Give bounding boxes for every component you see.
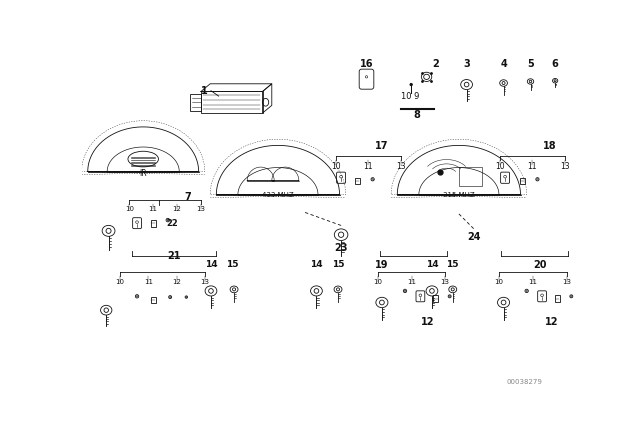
Text: 10: 10 (331, 162, 340, 171)
Text: 22: 22 (166, 219, 179, 228)
Text: 14: 14 (205, 260, 217, 269)
Text: 14: 14 (310, 260, 323, 269)
Bar (150, 297, 156, 303)
Text: 5: 5 (527, 59, 534, 69)
Text: 23: 23 (334, 243, 348, 253)
Text: 10: 10 (495, 162, 504, 171)
Text: 10: 10 (125, 206, 134, 212)
Text: 11: 11 (144, 279, 153, 284)
Bar (433, 295, 438, 302)
Text: 6: 6 (552, 59, 559, 69)
Text: 19: 19 (375, 260, 388, 270)
Bar (520, 177, 525, 184)
Text: 00038279: 00038279 (506, 379, 542, 385)
Text: 12: 12 (421, 317, 435, 327)
Text: 11: 11 (364, 162, 373, 171)
Text: 13: 13 (561, 162, 570, 171)
Text: 4: 4 (500, 59, 507, 69)
Text: 1: 1 (202, 86, 208, 96)
Text: 10 9: 10 9 (401, 92, 420, 101)
Text: 315 MHZ: 315 MHZ (443, 192, 475, 198)
Text: 13: 13 (396, 162, 406, 171)
Text: 12: 12 (545, 317, 558, 327)
Text: 15: 15 (332, 260, 344, 269)
Bar (355, 177, 360, 184)
Text: 17: 17 (375, 141, 388, 151)
Text: 13: 13 (200, 279, 209, 284)
Text: 14: 14 (426, 260, 438, 269)
Text: 11: 11 (529, 279, 538, 284)
Bar (555, 295, 560, 302)
Text: 7: 7 (184, 192, 191, 202)
Bar (459, 167, 483, 186)
Bar (150, 220, 156, 227)
Text: 11: 11 (407, 279, 416, 284)
Text: 12: 12 (173, 206, 182, 212)
Text: IR: IR (140, 169, 147, 178)
Text: 20: 20 (533, 260, 547, 270)
Text: 10: 10 (374, 279, 383, 284)
Text: 16: 16 (360, 59, 373, 69)
Text: 13: 13 (562, 279, 572, 284)
Text: 15: 15 (227, 260, 239, 269)
Bar (190, 94, 201, 111)
Text: 10: 10 (116, 279, 125, 284)
Text: 24: 24 (468, 232, 481, 242)
Text: 18: 18 (543, 141, 557, 151)
Text: 3: 3 (463, 59, 470, 69)
Text: 11: 11 (528, 162, 537, 171)
Text: 15: 15 (447, 260, 459, 269)
Text: 21: 21 (167, 251, 180, 261)
Ellipse shape (410, 83, 412, 86)
Text: 13: 13 (440, 279, 449, 284)
Ellipse shape (128, 151, 159, 167)
Text: 10: 10 (495, 279, 504, 284)
Text: 433 MHZ: 433 MHZ (262, 192, 294, 198)
Text: 8: 8 (413, 110, 420, 121)
Text: 2: 2 (433, 59, 439, 69)
Text: 11: 11 (148, 206, 157, 212)
Text: 12: 12 (172, 279, 181, 284)
Text: 13: 13 (196, 206, 205, 212)
